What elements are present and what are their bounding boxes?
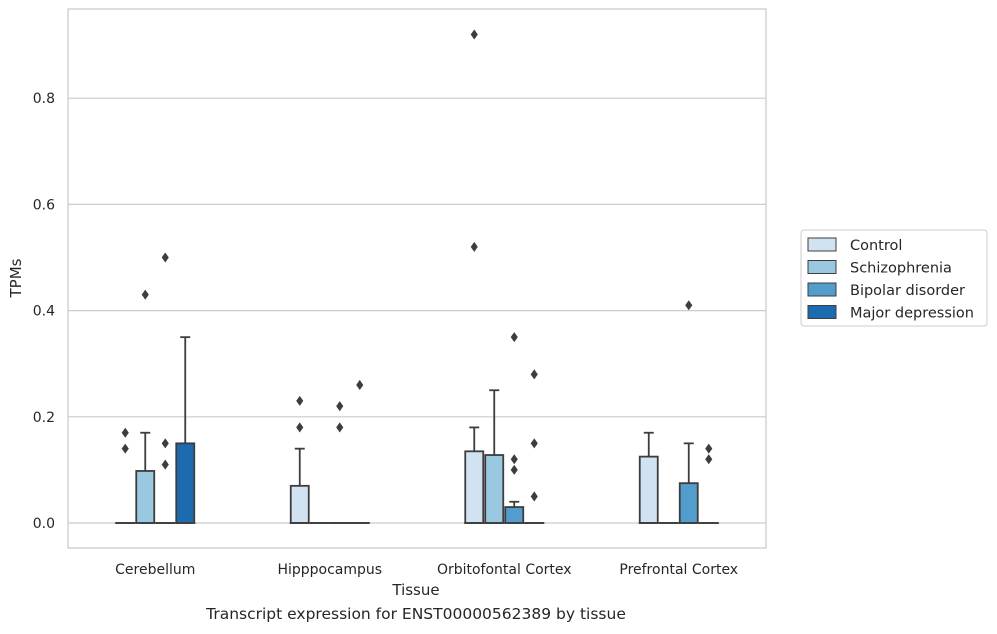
outlier-point: [705, 454, 713, 465]
outlier-point: [141, 289, 149, 300]
box: [464, 450, 485, 524]
legend: Control Schizophrenia Bipolar disorder Majo…: [800, 229, 988, 327]
outlier-point: [685, 300, 693, 311]
y-tick-label: 0.2: [33, 410, 55, 426]
outlier-point: [161, 459, 169, 470]
box: [135, 470, 156, 524]
outlier-point: [470, 241, 478, 252]
box-group: [329, 401, 350, 524]
outlier-point: [336, 422, 344, 433]
outlier-point: [296, 422, 304, 433]
box-group: [155, 252, 176, 524]
y-tick-label: 0.8: [33, 91, 55, 107]
plot-frame: [67, 8, 767, 549]
outlier-point: [510, 454, 518, 465]
box: [289, 484, 310, 524]
x-tick-labels: Cerebellum Hipppocampus Orbitofontal Corte…: [115, 562, 738, 578]
box-group: [698, 443, 719, 524]
legend-label: Schizophrenia: [850, 261, 952, 277]
box: [484, 454, 505, 524]
box: [504, 506, 525, 524]
y-tick-labels: 0.0 0.2 0.4 0.6 0.8: [33, 91, 55, 532]
outlier-point: [530, 438, 538, 449]
legend-label: Bipolar disorder: [850, 283, 965, 299]
outlier-point: [470, 29, 478, 40]
gridlines: [68, 97, 766, 524]
outlier-point: [356, 379, 364, 390]
box-group: [524, 369, 545, 524]
outlier-point: [530, 491, 538, 502]
outlier-point: [121, 443, 129, 454]
box-group: [175, 336, 196, 524]
box: [175, 442, 196, 524]
outlier-point: [530, 369, 538, 380]
legend-frame: [800, 229, 988, 327]
x-tick-label: Cerebellum: [115, 562, 195, 578]
box: [638, 455, 659, 524]
box-group: [349, 379, 370, 524]
outlier-point: [510, 464, 518, 475]
chart-caption: Transcript expression for ENST0000056238…: [206, 605, 626, 623]
legend-swatch: [807, 305, 837, 319]
outlier-point: [296, 395, 304, 406]
x-axis-label: Tissue: [391, 581, 439, 599]
outlier-point: [161, 252, 169, 263]
x-tick-label: Orbitofontal Cortex: [437, 562, 572, 578]
boxes: [115, 29, 719, 524]
legend-label: Major depression: [850, 306, 974, 322]
box: [678, 482, 699, 524]
x-tick-label: Hipppocampus: [277, 562, 382, 578]
box-group: [638, 431, 659, 524]
box-group: [289, 395, 310, 524]
y-tick-label: 0.0: [33, 516, 55, 532]
outlier-point: [161, 438, 169, 449]
outlier-point: [510, 332, 518, 343]
legend-swatch: [807, 282, 837, 297]
legend-swatch: [807, 260, 837, 274]
box-group: [504, 332, 525, 524]
y-axis-label: TPMs: [7, 258, 25, 298]
box-group: [115, 427, 136, 524]
outlier-point: [121, 427, 129, 438]
box-group: [135, 289, 156, 524]
box-group: [464, 29, 485, 524]
x-tick-label: Prefrontal Cortex: [619, 562, 738, 578]
box-group: [484, 389, 505, 524]
legend-swatch: [807, 237, 837, 252]
box-group: [678, 300, 699, 524]
outlier-point: [705, 443, 713, 454]
outlier-point: [336, 401, 344, 412]
y-tick-label: 0.6: [33, 197, 55, 213]
y-tick-label: 0.4: [33, 304, 55, 320]
legend-label: Control: [850, 238, 902, 254]
